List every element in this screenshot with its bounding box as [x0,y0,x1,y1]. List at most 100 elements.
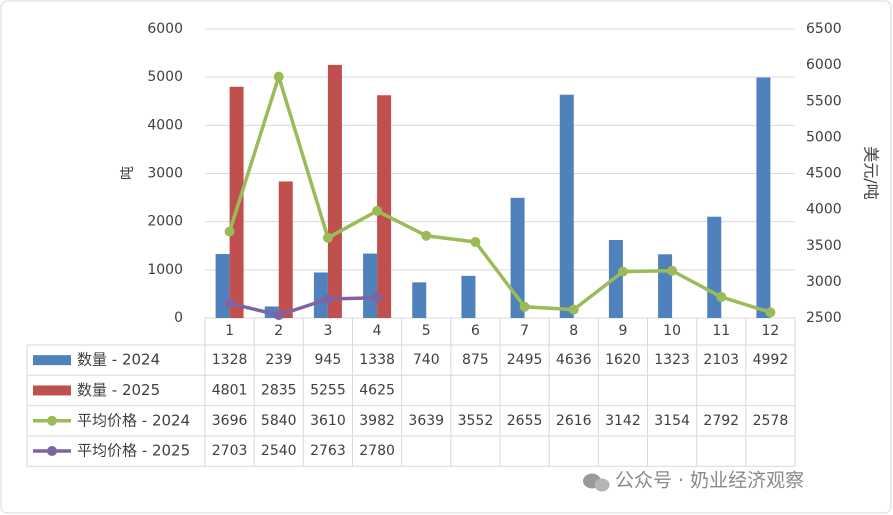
table-value: 3639 [408,413,444,429]
y-tick-label: 2000 [147,214,183,230]
y-tick-label: 4000 [147,117,183,133]
x-tick-label: 4 [373,323,382,339]
y2-tick-label: 3000 [806,274,842,290]
bar [412,282,427,318]
y2-tick-label: 6000 [806,57,842,73]
bar [559,94,574,318]
legend-label: 平均价格 - 2024 [77,411,190,429]
y2-axis-label: 美元/吨 [862,146,881,199]
point [667,265,678,276]
table-value: 2103 [703,352,739,368]
bar [377,95,392,319]
point [421,230,432,241]
x-tick-label: 2 [274,323,283,339]
point [224,226,235,237]
table-value: 3154 [654,413,690,429]
table-value: 1323 [654,352,690,368]
y2-tick-label: 4000 [806,202,842,218]
point [322,293,333,304]
legend-key [33,355,71,366]
point [568,304,579,315]
y-tick-label: 5000 [147,69,183,85]
table-value: 239 [265,352,292,368]
x-tick-label: 1 [225,323,234,339]
table-value: 5840 [261,413,297,429]
point [224,298,235,309]
table-value: 2540 [261,443,297,459]
y-tick-label: 6000 [147,21,183,37]
y2-tick-label: 3500 [806,238,842,254]
bar [229,86,244,318]
table-value: 1620 [605,352,641,368]
legend-label: 数量 - 2025 [77,381,160,399]
y-axis-label: 吨 [120,166,136,180]
table-value: 875 [462,352,489,368]
table-value: 740 [413,352,440,368]
x-tick-label: 6 [471,323,480,339]
table-value: 3696 [212,413,248,429]
x-tick-label: 9 [618,323,627,339]
table-value: 4801 [212,382,248,398]
table-value: 4625 [359,382,395,398]
table-value: 3142 [605,413,641,429]
table-value: 2763 [310,443,346,459]
x-tick-label: 8 [569,323,578,339]
point [470,236,481,247]
y2-tick-label: 5000 [806,129,842,145]
table-value: 3610 [310,413,346,429]
point [273,71,284,82]
bar [658,254,673,318]
y2-tick-label: 4500 [806,166,842,182]
bar [363,253,378,318]
bar [756,77,771,318]
bar [327,64,342,319]
point [372,205,383,216]
x-tick-label: 3 [323,323,332,339]
table-value: 2655 [507,413,543,429]
x-tick-label: 10 [663,323,681,339]
table-value: 2616 [556,413,592,429]
point [765,307,776,318]
table-value: 2578 [753,413,789,429]
watermark-icon [583,473,610,492]
legend-key [33,385,71,396]
bar [461,275,476,318]
point [519,301,530,312]
x-tick-label: 12 [762,323,780,339]
bar [510,197,525,318]
bar [215,254,230,318]
x-tick-label: 5 [422,323,431,339]
line [229,296,378,317]
point [372,292,383,303]
y2-tick-label: 2500 [806,310,842,326]
y2-tick-label: 5500 [806,93,842,109]
table-value: 945 [315,352,342,368]
legend-label: 数量 - 2024 [77,351,160,369]
bar [278,181,293,318]
point [322,232,333,243]
legend-key [47,415,57,426]
x-tick-label: 11 [712,323,730,339]
y-tick-label: 1000 [147,262,183,278]
y-tick-label: 0 [174,310,183,326]
legend-label: 平均价格 - 2025 [77,442,190,460]
table-value: 4992 [753,352,789,368]
table-value: 5255 [310,382,346,398]
legend-key [47,446,57,457]
table-value: 2495 [507,352,543,368]
table-value: 3552 [458,413,494,429]
bar [313,272,328,318]
line [227,74,771,315]
table-value: 2703 [212,443,248,459]
table-value: 1338 [359,352,395,368]
y2-tick-label: 6500 [806,21,842,37]
point [273,310,284,321]
bar [707,216,722,318]
table-value: 1328 [212,352,248,368]
point [617,266,628,277]
point [716,291,727,302]
table-value: 2835 [261,382,297,398]
table-value: 2780 [359,443,395,459]
